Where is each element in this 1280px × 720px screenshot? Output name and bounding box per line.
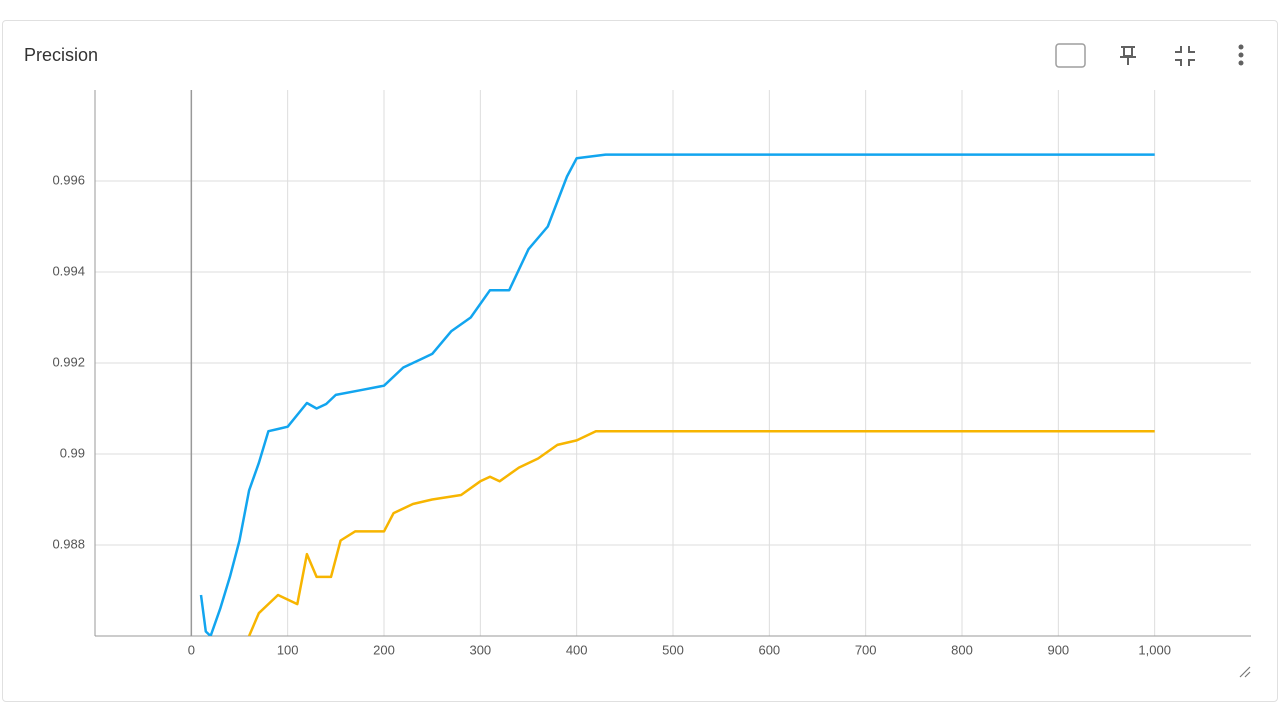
x-tick-label: 300 (469, 642, 491, 657)
fit-domain-button[interactable] (1055, 43, 1086, 68)
x-tick-label: 500 (662, 642, 684, 657)
card (2, 20, 1278, 702)
chart-title: Precision (24, 45, 98, 65)
more-button[interactable] (1238, 44, 1244, 66)
x-tick-label: 400 (566, 642, 588, 657)
resize-handle[interactable] (1239, 666, 1251, 678)
series-line (199, 153, 1155, 636)
pin-button[interactable] (1120, 46, 1136, 65)
x-tick-label: 200 (373, 642, 395, 657)
y-tick-label: 0.994 (52, 263, 85, 278)
x-tick-label: 1,000 (1138, 642, 1171, 657)
x-tick-label: 900 (1047, 642, 1069, 657)
y-tick-label: 0.992 (52, 354, 85, 369)
x-tick-label: 0 (188, 642, 195, 657)
y-tick-label: 0.988 (52, 536, 85, 551)
toolbar (1055, 43, 1251, 678)
x-tick-label: 100 (277, 642, 299, 657)
y-tick-label: 0.996 (52, 172, 85, 187)
x-tick-label: 700 (855, 642, 877, 657)
x-tick-label: 600 (758, 642, 780, 657)
series-line (247, 429, 1155, 636)
collapse-button[interactable] (1175, 46, 1195, 66)
y-tick-label: 0.99 (60, 445, 85, 460)
x-tick-label: 800 (951, 642, 973, 657)
